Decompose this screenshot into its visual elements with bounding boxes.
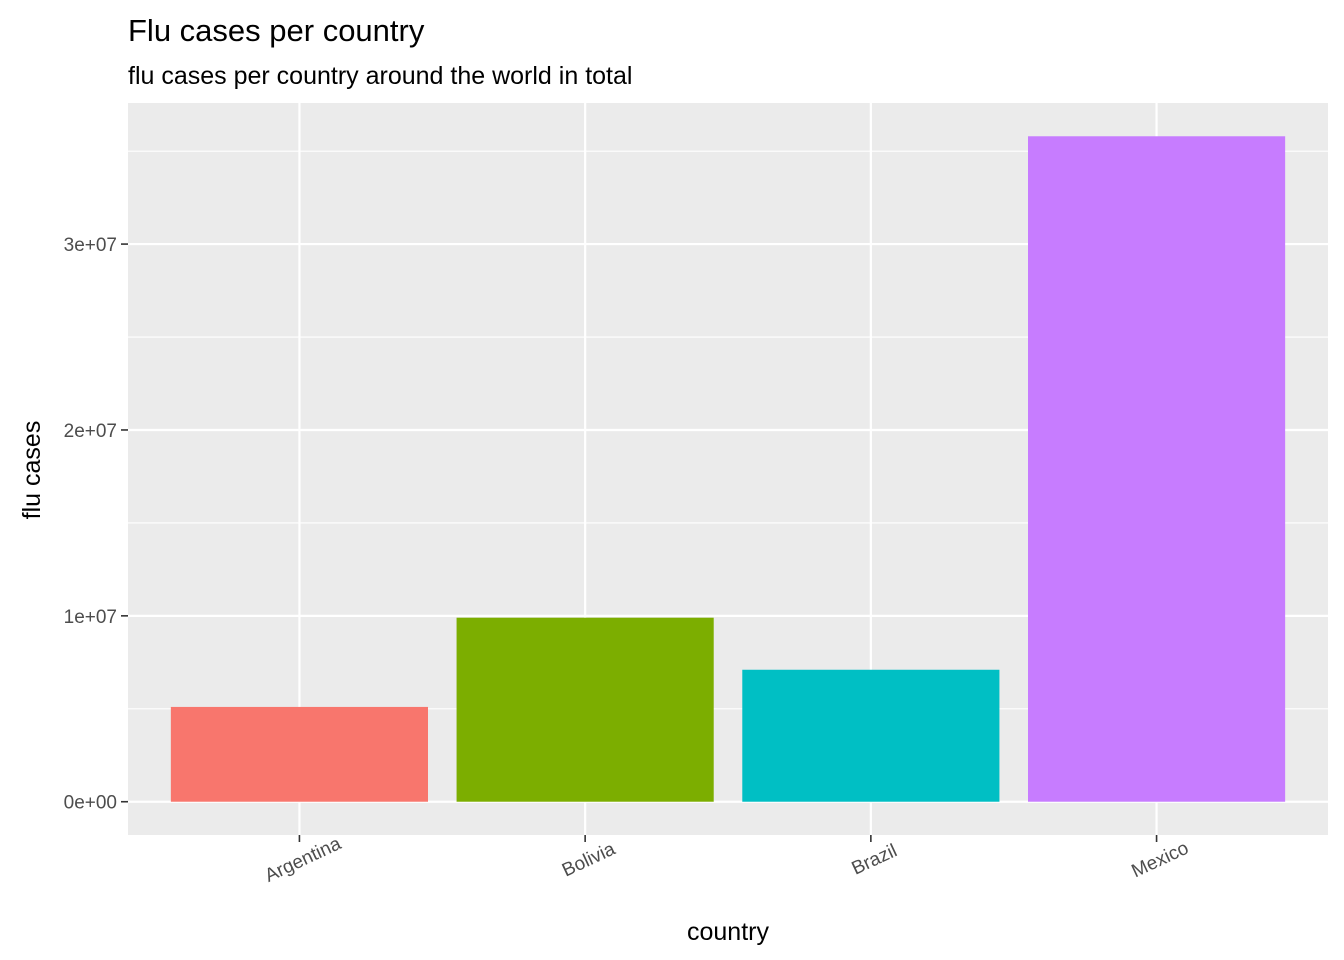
x-tick-label: Mexico — [1129, 838, 1192, 882]
chart-title: Flu cases per country — [128, 13, 425, 48]
bars — [170, 136, 1286, 802]
x-tick-label: Argentina — [262, 833, 345, 887]
chart-subtitle: flu cases per country around the world i… — [128, 62, 632, 90]
x-tick-label: Bolivia — [559, 838, 619, 881]
bar-brazil — [742, 669, 1000, 802]
bar-mexico — [1028, 136, 1286, 802]
y-tick-label: 0e+00 — [64, 793, 117, 814]
y-tick-label: 1e+07 — [64, 607, 117, 628]
bar-argentina — [170, 706, 428, 802]
x-tick-label: Brazil — [849, 840, 901, 879]
x-axis: Argentina Bolivia Brazil Mexico — [262, 833, 1192, 887]
y-axis: 0e+00 1e+07 2e+07 3e+07 — [64, 235, 128, 814]
y-tick-label: 3e+07 — [64, 235, 117, 256]
y-axis-title: flu cases — [18, 421, 46, 520]
bar-bolivia — [456, 617, 714, 802]
y-tick-label: 2e+07 — [64, 421, 117, 442]
x-axis-title: country — [687, 918, 769, 946]
